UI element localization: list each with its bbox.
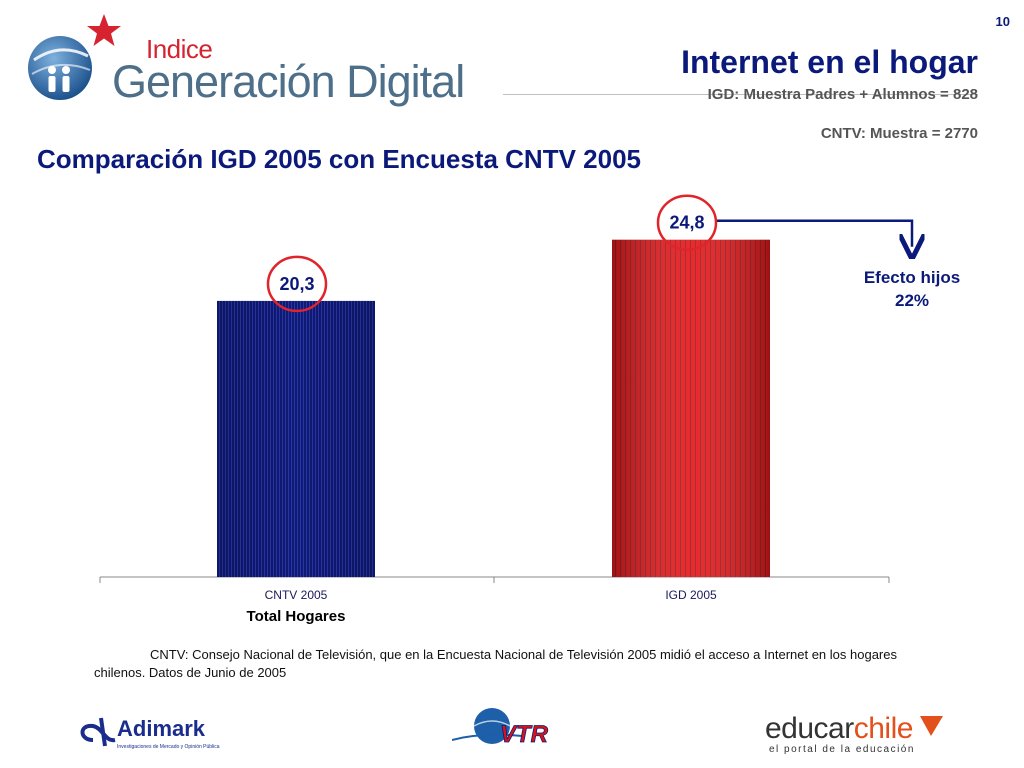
educarchile-logo: educarchile el portal de la educación (765, 712, 943, 755)
highlight-circle-igd (656, 194, 718, 251)
page-number: 10 (995, 14, 1010, 29)
adimark-tagline: Investigaciones de Mercado y Opinión Púb… (117, 744, 220, 750)
logo-name-text: Generación Digital (112, 56, 465, 107)
x-tick-label-cntv-2005: CNTV 2005 (265, 588, 328, 602)
efecto-hijos-arrow (717, 219, 912, 247)
educarchile-chevron-icon (920, 716, 943, 736)
slide-title: Internet en el hogar (681, 44, 978, 80)
annotation-percent: 22% (895, 291, 929, 310)
bar-cntv-2005-shade (217, 300, 375, 577)
x-tick-label-igd-2005: IGD 2005 (665, 588, 717, 602)
globe-star-icon (28, 14, 121, 100)
vtr-wordmark: VTR (500, 721, 549, 748)
annotation-efecto-hijos: Efecto hijos (864, 268, 960, 287)
title-divider (503, 94, 978, 95)
vtr-logo: VTR (452, 708, 549, 748)
educarchile-tagline: el portal de la educación (769, 744, 915, 755)
highlight-circle-cntv (266, 255, 328, 313)
footnote-line-2: chilenos. Datos de Junio de 2005 (94, 665, 287, 680)
adimark-logo: Adimark Investigaciones de Mercado y Opi… (80, 716, 220, 750)
section-title: Comparación IGD 2005 con Encuesta CNTV 2… (37, 144, 641, 174)
footnote-line-1: CNTV: Consejo Nacional de Televisión, qu… (150, 647, 897, 662)
bar-igd-2005-shade (612, 239, 770, 577)
data-label-igd-2005: 24,8 (669, 213, 704, 233)
sample-igd-subtitle: IGD: Muestra Padres + Alumnos = 828 (707, 86, 978, 103)
x-axis-title: Total Hogares (247, 608, 346, 625)
indice-generacion-digital-logo: Indice Generación Digital (22, 12, 465, 107)
data-label-cntv-2005: 20,3 (279, 274, 314, 294)
adimark-symbol-icon (80, 717, 116, 747)
adimark-wordmark: Adimark (117, 716, 206, 741)
sample-cntv-subtitle: CNTV: Muestra = 2770 (820, 125, 978, 142)
logo-indice-text: Indice (146, 34, 213, 64)
educarchile-wordmark: educarchile (765, 712, 913, 745)
